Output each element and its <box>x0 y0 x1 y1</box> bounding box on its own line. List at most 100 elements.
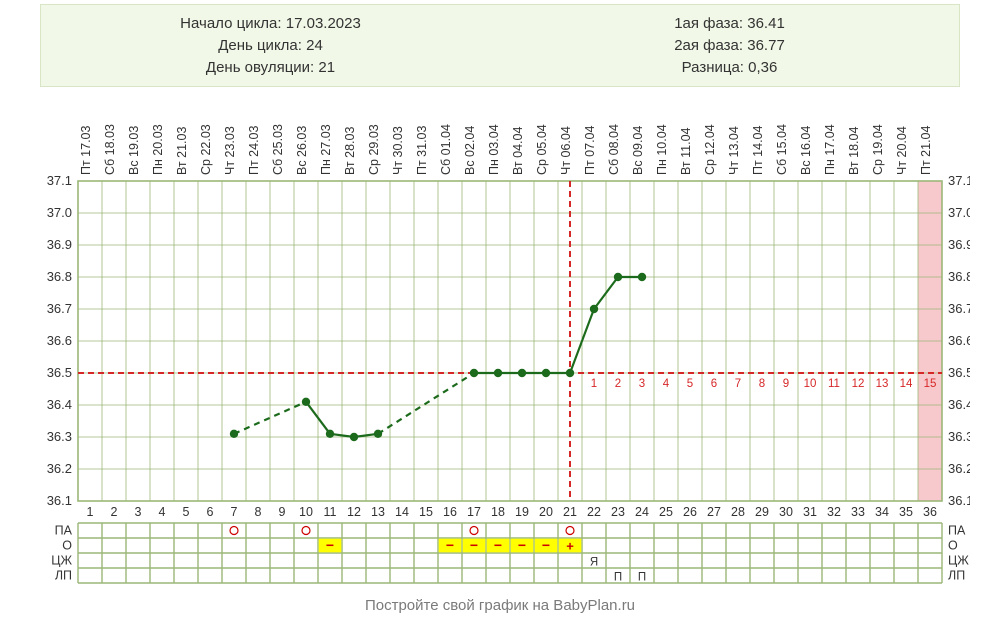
svg-text:36.9: 36.9 <box>948 237 970 252</box>
svg-text:10: 10 <box>299 505 313 519</box>
svg-text:О: О <box>62 539 72 553</box>
svg-text:36.2: 36.2 <box>47 461 72 476</box>
svg-text:6: 6 <box>711 378 717 390</box>
svg-text:22: 22 <box>587 505 601 519</box>
svg-text:Пн 03.04: Пн 03.04 <box>487 125 501 176</box>
svg-text:Вт 21.03: Вт 21.03 <box>175 127 189 175</box>
svg-text:Пт 31.03: Пт 31.03 <box>415 126 429 176</box>
svg-text:Пн 20.03: Пн 20.03 <box>151 125 165 176</box>
svg-text:Чт 06.04: Чт 06.04 <box>559 126 573 175</box>
svg-text:−: − <box>446 537 454 553</box>
svg-text:36.4: 36.4 <box>47 397 72 412</box>
svg-text:36.6: 36.6 <box>948 333 970 348</box>
svg-text:23: 23 <box>611 505 625 519</box>
svg-text:37.0: 37.0 <box>47 205 72 220</box>
svg-text:ПА: ПА <box>948 524 966 538</box>
svg-text:36.7: 36.7 <box>948 301 970 316</box>
svg-text:36.3: 36.3 <box>948 429 970 444</box>
svg-text:36.9: 36.9 <box>47 237 72 252</box>
svg-text:2: 2 <box>615 378 621 390</box>
svg-text:Пт 07.04: Пт 07.04 <box>583 126 597 176</box>
svg-text:18: 18 <box>491 505 505 519</box>
svg-text:Чт 23.03: Чт 23.03 <box>223 126 237 175</box>
svg-text:3: 3 <box>135 505 142 519</box>
svg-text:30: 30 <box>779 505 793 519</box>
svg-text:12: 12 <box>347 505 361 519</box>
svg-text:34: 34 <box>875 505 889 519</box>
svg-text:15: 15 <box>419 505 433 519</box>
svg-text:26: 26 <box>683 505 697 519</box>
lbl-start: Начало цикла: <box>180 15 281 32</box>
svg-text:Ср 05.04: Ср 05.04 <box>535 124 549 175</box>
svg-text:Пн 17.04: Пн 17.04 <box>823 125 837 176</box>
svg-text:Сб 25.03: Сб 25.03 <box>271 124 285 175</box>
svg-text:36: 36 <box>923 505 937 519</box>
svg-text:Пт 24.03: Пт 24.03 <box>247 126 261 176</box>
lbl-day: День цикла: <box>218 37 302 54</box>
svg-text:Вт 04.04: Вт 04.04 <box>511 127 525 175</box>
svg-text:Пн 27.03: Пн 27.03 <box>319 125 333 176</box>
svg-text:19: 19 <box>515 505 529 519</box>
svg-text:29: 29 <box>755 505 769 519</box>
svg-text:Вс 16.04: Вс 16.04 <box>799 126 813 175</box>
svg-text:Чт 20.04: Чт 20.04 <box>895 126 909 175</box>
svg-text:17: 17 <box>467 505 481 519</box>
svg-text:ЦЖ: ЦЖ <box>51 554 72 568</box>
svg-text:36.5: 36.5 <box>948 365 970 380</box>
val-ph2: 36.77 <box>747 37 785 54</box>
lbl-ovu: День овуляции: <box>206 59 314 76</box>
svg-text:Сб 15.04: Сб 15.04 <box>775 124 789 175</box>
svg-text:20: 20 <box>539 505 553 519</box>
svg-text:9: 9 <box>279 505 286 519</box>
val-diff: 0,36 <box>748 59 777 76</box>
svg-text:П: П <box>638 572 646 584</box>
svg-text:36.8: 36.8 <box>948 269 970 284</box>
svg-text:14: 14 <box>395 505 409 519</box>
summary-left: Начало цикла: 17.03.2023 День цикла: 24 … <box>41 13 500 78</box>
svg-text:15: 15 <box>924 378 937 390</box>
svg-text:Сб 18.03: Сб 18.03 <box>103 124 117 175</box>
svg-text:2: 2 <box>111 505 118 519</box>
svg-text:Чт 30.03: Чт 30.03 <box>391 126 405 175</box>
svg-text:Пт 14.04: Пт 14.04 <box>751 126 765 176</box>
bbt-chart: 36.136.136.236.236.336.336.436.436.536.5… <box>30 101 1000 591</box>
cycle-summary: Начало цикла: 17.03.2023 День цикла: 24 … <box>40 4 960 87</box>
svg-text:−: − <box>542 537 550 553</box>
svg-text:Ср 22.03: Ср 22.03 <box>199 124 213 175</box>
val-start: 17.03.2023 <box>286 15 361 32</box>
svg-text:36.2: 36.2 <box>948 461 970 476</box>
svg-text:36.1: 36.1 <box>948 493 970 508</box>
svg-text:Вс 26.03: Вс 26.03 <box>295 126 309 175</box>
svg-text:ПА: ПА <box>55 524 73 538</box>
svg-text:12: 12 <box>852 378 865 390</box>
svg-text:Сб 08.04: Сб 08.04 <box>607 124 621 175</box>
svg-text:32: 32 <box>827 505 841 519</box>
svg-text:36.7: 36.7 <box>47 301 72 316</box>
svg-text:1: 1 <box>591 378 597 390</box>
svg-text:1: 1 <box>87 505 94 519</box>
svg-text:37.1: 37.1 <box>948 173 970 188</box>
svg-text:10: 10 <box>804 378 817 390</box>
svg-text:6: 6 <box>207 505 214 519</box>
svg-text:+: + <box>566 539 574 554</box>
svg-text:ЛП: ЛП <box>55 569 72 583</box>
svg-text:9: 9 <box>783 378 789 390</box>
svg-text:37.0: 37.0 <box>948 205 970 220</box>
val-ovu: 21 <box>318 59 335 76</box>
svg-text:11: 11 <box>828 378 840 390</box>
svg-text:36.1: 36.1 <box>47 493 72 508</box>
svg-text:24: 24 <box>635 505 649 519</box>
svg-text:25: 25 <box>659 505 673 519</box>
svg-text:Ср 29.03: Ср 29.03 <box>367 124 381 175</box>
svg-text:ЛП: ЛП <box>948 569 965 583</box>
svg-text:Пт 21.04: Пт 21.04 <box>919 126 933 176</box>
svg-text:36.8: 36.8 <box>47 269 72 284</box>
svg-text:3: 3 <box>639 378 645 390</box>
svg-text:13: 13 <box>371 505 385 519</box>
svg-text:Вс 19.03: Вс 19.03 <box>127 126 141 175</box>
svg-text:Я: Я <box>590 557 598 569</box>
svg-text:7: 7 <box>735 378 741 390</box>
svg-text:−: − <box>494 537 502 553</box>
svg-text:16: 16 <box>443 505 457 519</box>
svg-text:Вс 02.04: Вс 02.04 <box>463 126 477 175</box>
